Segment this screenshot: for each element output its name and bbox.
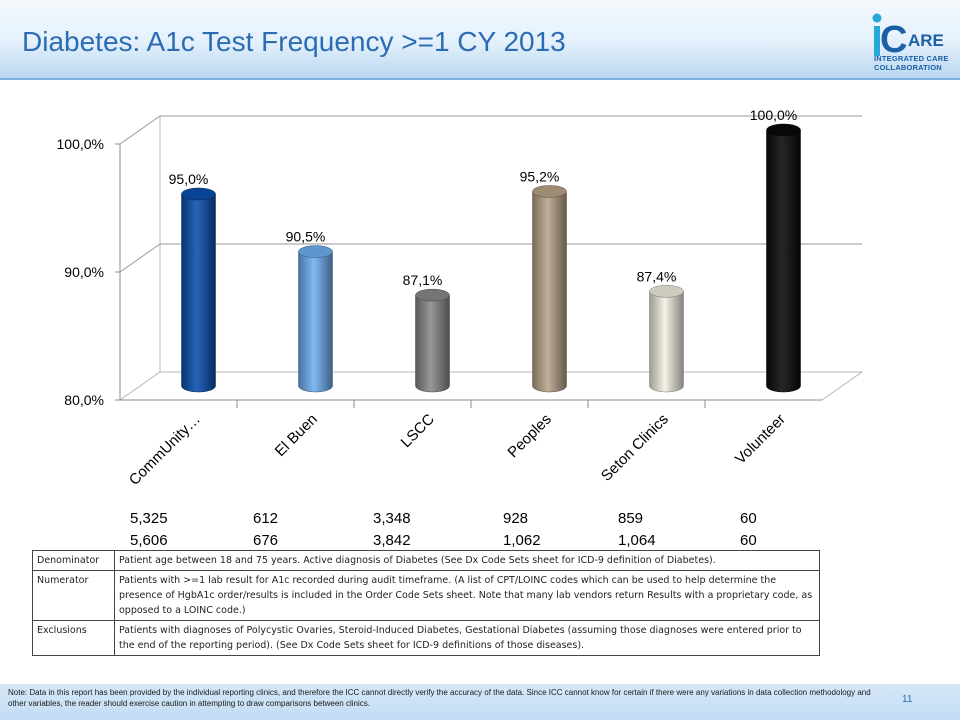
denominator-count: 60 <box>740 532 757 549</box>
x-tick-label: Seton Clinics <box>598 411 672 485</box>
bar-top <box>532 185 567 198</box>
y-tick-label: 80,0% <box>64 392 104 408</box>
bar-body <box>298 251 333 393</box>
denominator-count: 5,606 <box>130 532 168 549</box>
logo-are-letters: ARE <box>908 31 944 50</box>
logo-tagline-1: INTEGRATED CARE <box>874 54 949 63</box>
chart-floor <box>118 371 864 401</box>
data-label: 95,0% <box>169 171 209 187</box>
numerator-count: 3,348 <box>373 510 411 527</box>
definition-label: Numerator <box>32 570 115 621</box>
footer-note: Note: Data in this report has been provi… <box>8 688 871 708</box>
bar-community <box>181 187 216 393</box>
bar-top <box>298 245 333 258</box>
bar-seton-clinics <box>649 285 684 393</box>
gridline-depth <box>119 243 161 273</box>
numerator-count: 60 <box>740 510 757 527</box>
numerator-count: 859 <box>618 510 644 527</box>
page-number: 11 <box>902 694 913 705</box>
bar-body <box>649 291 684 393</box>
bar-series: 95,0% 90,5% 87,1% 95,2% 87,4% 100,0% <box>169 107 801 393</box>
y-axis: 80,0% 90,0% 100,0% <box>57 136 121 408</box>
logo-tagline-2: COLLABORATION <box>874 63 942 72</box>
definition-text: Patients with diagnoses of Polycystic Ov… <box>114 620 820 656</box>
bar-top <box>181 187 216 201</box>
table-row: Numerator Patients with >=1 lab result f… <box>32 570 820 621</box>
numerator-count: 928 <box>503 510 529 527</box>
definition-label: Exclusions <box>32 620 115 656</box>
bar-body <box>181 193 216 393</box>
gridline-depth <box>119 115 161 145</box>
bar-top <box>649 285 684 298</box>
bar-top <box>415 288 450 302</box>
bar-lscc <box>415 288 450 393</box>
slide-title: Diabetes: A1c Test Frequency >=1 CY 2013 <box>22 26 566 57</box>
logo-i-stem <box>874 26 880 56</box>
bar-chart: 80,0% 90,0% 100,0% 95,0% 90,5% 87,1% 95,2% 87,… <box>57 107 864 489</box>
bar-el-buen <box>298 245 333 393</box>
numerator-count: 612 <box>253 510 279 527</box>
bar-peoples <box>532 185 567 393</box>
bar-body <box>532 191 567 393</box>
bar-top <box>766 123 801 137</box>
denominator-count: 1,064 <box>618 532 656 549</box>
numerator-count: 5,325 <box>130 510 168 527</box>
title-bar <box>0 0 960 80</box>
x-tick-label: LSCC <box>398 411 438 451</box>
x-tick-label: Volunteer <box>732 411 789 468</box>
bar-body <box>766 129 801 393</box>
definition-label: Denominator <box>32 550 115 571</box>
data-label: 100,0% <box>750 107 797 123</box>
denominator-count: 1,062 <box>503 532 541 549</box>
table-row: Denominator Patient age between 18 and 7… <box>32 550 820 571</box>
denominator-count: 3,842 <box>373 532 411 549</box>
footer-bar <box>0 684 960 720</box>
logo-i-dot <box>872 13 882 23</box>
chart-plot-area <box>118 115 864 401</box>
definition-text: Patient age between 18 and 75 years. Act… <box>114 550 820 571</box>
data-label: 90,5% <box>286 229 326 245</box>
data-label: 95,2% <box>520 168 560 184</box>
denominator-count: 676 <box>253 532 279 549</box>
y-tick-label: 90,0% <box>64 264 104 280</box>
x-tick-label: Peoples <box>504 411 554 461</box>
x-axis: CommUnity… El Buen LSCC Peoples Seton Clinic… <box>120 399 822 489</box>
bar-volunteer <box>766 123 801 393</box>
icare-logo: C ARE <box>872 13 944 61</box>
bar-body <box>415 294 450 393</box>
y-tick-label: 100,0% <box>57 136 104 152</box>
definition-text: Patients with >=1 lab result for A1c rec… <box>114 570 820 621</box>
definitions-table: Denominator Patient age between 18 and 7… <box>32 550 820 656</box>
data-label: 87,4% <box>637 268 677 284</box>
x-tick-label: CommUnity… <box>126 411 204 489</box>
logo-c-letter: C <box>880 19 907 61</box>
table-row: Exclusions Patients with diagnoses of Po… <box>32 620 820 656</box>
data-label: 87,1% <box>403 272 443 288</box>
x-tick-label: El Buen <box>272 411 321 460</box>
